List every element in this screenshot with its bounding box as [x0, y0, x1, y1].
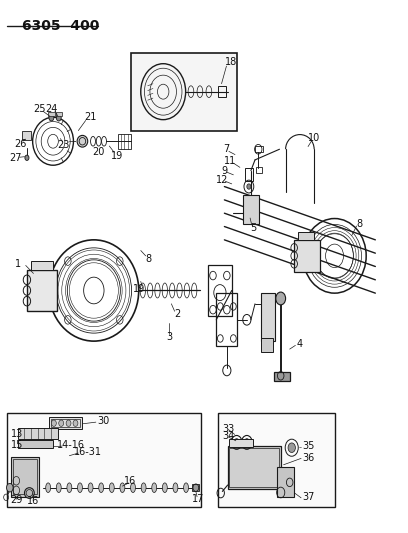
Bar	[261, 293, 275, 341]
Bar	[48, 112, 55, 116]
Bar	[228, 446, 281, 489]
Bar	[216, 293, 237, 346]
Circle shape	[56, 115, 61, 121]
Text: 6305  400: 6305 400	[22, 19, 100, 33]
Circle shape	[59, 420, 64, 426]
Ellipse shape	[109, 483, 114, 492]
Bar	[27, 270, 57, 311]
Bar	[243, 195, 259, 224]
Bar	[218, 86, 226, 97]
Text: 24: 24	[45, 104, 58, 114]
Text: 36: 36	[303, 453, 315, 463]
Bar	[298, 232, 314, 240]
Bar	[229, 448, 279, 487]
Text: 19: 19	[111, 151, 124, 160]
Ellipse shape	[46, 483, 51, 492]
Bar	[261, 338, 273, 352]
Circle shape	[7, 483, 13, 492]
Text: 21: 21	[84, 112, 97, 122]
Text: 19: 19	[133, 285, 146, 294]
Bar	[31, 261, 53, 270]
Text: 23: 23	[57, 140, 69, 150]
Text: 16-31: 16-31	[74, 447, 102, 457]
Ellipse shape	[56, 483, 61, 492]
Text: 16: 16	[27, 496, 39, 506]
Circle shape	[73, 420, 78, 426]
Circle shape	[49, 115, 54, 121]
Text: 18: 18	[225, 58, 237, 67]
Text: 35: 35	[303, 441, 315, 451]
Ellipse shape	[184, 483, 188, 492]
Ellipse shape	[88, 483, 93, 492]
Circle shape	[276, 292, 286, 305]
Ellipse shape	[67, 483, 72, 492]
Circle shape	[66, 420, 71, 426]
Ellipse shape	[131, 483, 135, 492]
Bar	[131, 53, 237, 131]
Bar	[192, 484, 199, 491]
Ellipse shape	[141, 483, 146, 492]
Text: 12: 12	[216, 175, 228, 184]
Text: 37: 37	[303, 492, 315, 502]
Ellipse shape	[173, 483, 178, 492]
Text: 17: 17	[192, 495, 204, 504]
Ellipse shape	[24, 488, 34, 498]
Circle shape	[51, 420, 56, 426]
Text: 15: 15	[11, 440, 23, 450]
Text: 10: 10	[308, 133, 320, 142]
Ellipse shape	[120, 483, 125, 492]
Bar	[13, 459, 37, 494]
Bar	[294, 240, 320, 272]
Ellipse shape	[152, 483, 157, 492]
Text: 4: 4	[297, 339, 303, 349]
Bar	[18, 428, 58, 439]
Text: 14-16: 14-16	[58, 440, 85, 450]
Text: 16: 16	[124, 476, 137, 486]
Text: 8: 8	[356, 219, 362, 229]
Ellipse shape	[99, 483, 104, 492]
Text: 3: 3	[166, 332, 173, 342]
Text: 26: 26	[14, 139, 26, 149]
Bar	[256, 167, 262, 173]
Circle shape	[247, 184, 251, 189]
Text: 9: 9	[221, 166, 227, 175]
Bar	[255, 146, 263, 152]
Bar	[245, 168, 253, 181]
Bar	[18, 440, 53, 448]
Text: 11: 11	[224, 157, 237, 166]
Bar	[229, 439, 253, 447]
Bar	[118, 134, 131, 149]
Text: 20: 20	[93, 147, 105, 157]
Circle shape	[288, 443, 295, 453]
Text: 5: 5	[250, 223, 256, 233]
Bar	[208, 265, 232, 316]
Text: 30: 30	[97, 416, 109, 426]
Bar	[49, 417, 82, 429]
Ellipse shape	[77, 135, 88, 147]
Bar	[22, 131, 31, 140]
Bar	[56, 112, 62, 116]
Bar	[11, 457, 39, 497]
Bar	[218, 413, 335, 507]
Circle shape	[25, 155, 29, 160]
Text: 1: 1	[15, 260, 22, 269]
Text: 7: 7	[223, 144, 230, 154]
Text: 27: 27	[10, 153, 22, 163]
Text: 34: 34	[222, 431, 235, 441]
Text: 13: 13	[11, 430, 23, 439]
Bar	[7, 413, 201, 507]
Bar	[274, 372, 290, 381]
Ellipse shape	[78, 483, 82, 492]
Bar	[277, 467, 294, 497]
Text: 29: 29	[11, 495, 23, 505]
Text: 8: 8	[146, 254, 152, 264]
Ellipse shape	[162, 483, 167, 492]
Circle shape	[244, 439, 250, 446]
Text: 25: 25	[33, 104, 46, 114]
Circle shape	[234, 439, 239, 446]
Text: 2: 2	[174, 310, 181, 319]
Text: 33: 33	[222, 424, 235, 433]
Bar	[51, 419, 80, 427]
